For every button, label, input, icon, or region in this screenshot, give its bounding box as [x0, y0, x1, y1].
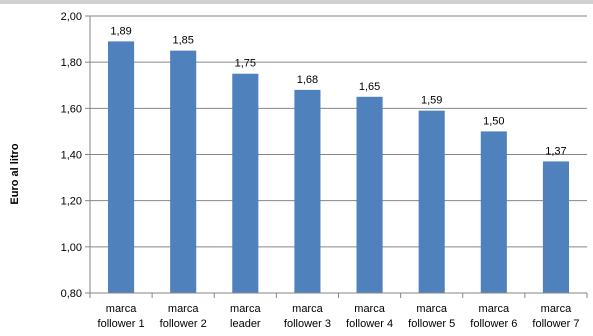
bar [356, 96, 383, 294]
data-label: 1,59 [421, 95, 442, 107]
data-label: 1,75 [235, 58, 256, 70]
x-category-label: follower 2 [160, 318, 207, 330]
x-category-label: marca [292, 303, 323, 315]
x-category-label: follower 3 [284, 318, 331, 330]
data-label: 1,50 [483, 115, 504, 127]
bar [108, 41, 135, 294]
bars [108, 41, 569, 294]
data-label: 1,68 [297, 74, 318, 86]
y-tick-label: 1,00 [61, 242, 82, 254]
x-category-label: marca [168, 303, 199, 315]
y-tick-label: 0,80 [61, 288, 82, 300]
bar [232, 73, 259, 293]
x-category-label: marca [230, 303, 261, 315]
x-category-labels: marca follower 1 marca follower 2 marca leade… [98, 303, 580, 330]
y-tick-label: 1,60 [61, 103, 82, 115]
x-category-label: marca [416, 303, 447, 315]
y-tick-label: 1,20 [61, 196, 82, 208]
y-axis-title: Euro al litro [9, 143, 21, 204]
x-category-label: leader [230, 318, 261, 330]
bar [170, 50, 197, 293]
bar [542, 161, 569, 293]
axes [85, 15, 588, 298]
x-category-label: follower 5 [408, 318, 455, 330]
data-label: 1,85 [172, 35, 193, 47]
x-category-label: follower 4 [346, 318, 393, 330]
bar [480, 131, 507, 293]
data-label: 1,37 [545, 145, 566, 157]
y-tick-labels: 0,80 1,00 1,20 1,40 1,60 1,80 2,00 [61, 11, 82, 300]
data-label: 1,65 [359, 81, 380, 93]
data-label: 1,89 [110, 25, 131, 37]
y-tick-label: 2,00 [61, 11, 82, 23]
bar [294, 89, 321, 293]
x-category-label: follower 7 [532, 318, 579, 330]
x-category-label: marca [106, 303, 137, 315]
x-category-label: marca [479, 303, 510, 315]
bar [418, 110, 445, 294]
x-category-label: marca [541, 303, 572, 315]
x-category-label: follower 1 [98, 318, 145, 330]
gridlines [90, 15, 587, 248]
y-tick-label: 1,40 [61, 150, 82, 162]
y-tick-label: 1,80 [61, 57, 82, 69]
x-category-label: marca [354, 303, 385, 315]
data-labels: 1,89 1,85 1,75 1,68 1,65 1,59 1,50 1,37 [110, 25, 566, 157]
x-category-label: follower 6 [470, 318, 517, 330]
top-border [0, 0, 593, 4]
